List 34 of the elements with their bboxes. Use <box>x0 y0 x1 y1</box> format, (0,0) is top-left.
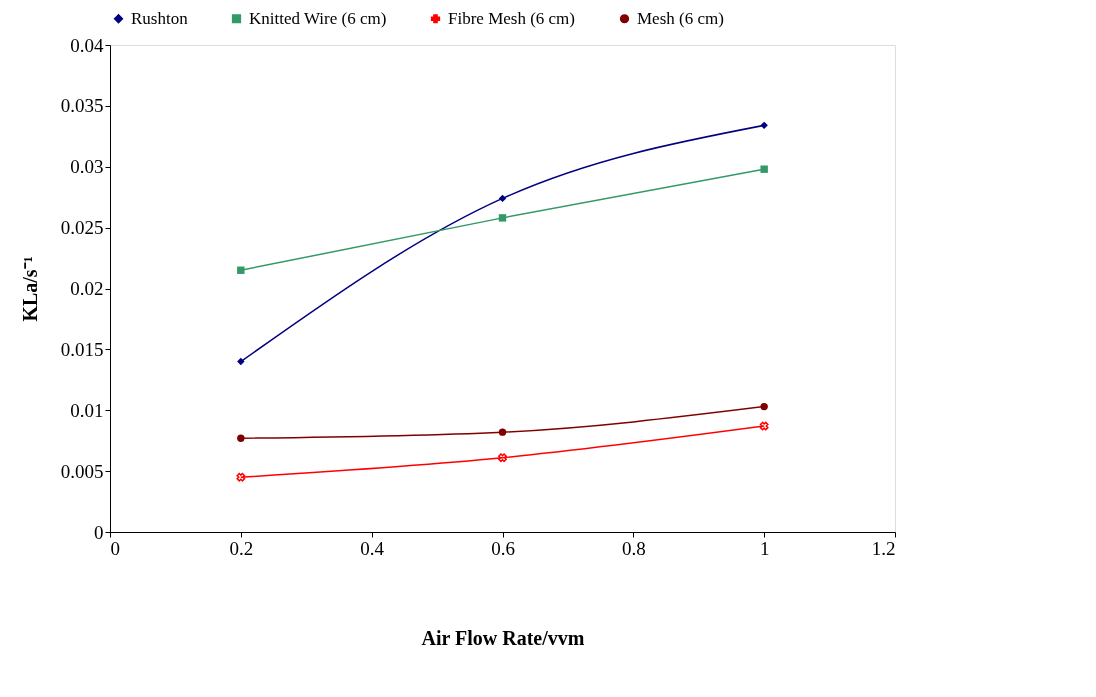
y-tick-label: 0.01 <box>70 399 104 421</box>
point <box>498 194 507 203</box>
x-tick-label: 0.4 <box>360 537 385 559</box>
point <box>760 121 768 130</box>
y-tick-label: 0.04 <box>70 34 104 56</box>
legend-label: Knitted Wire (6 cm) <box>249 8 387 28</box>
y-axis-title: KLa/s⁻¹ <box>18 256 41 322</box>
point <box>236 472 246 482</box>
point <box>760 165 768 173</box>
x-tick-label: 1 <box>759 537 770 559</box>
point <box>498 214 507 222</box>
legend-label: Rushton <box>131 8 189 28</box>
legend-label: Mesh (6 cm) <box>637 8 724 28</box>
y-tick-label: 0.02 <box>70 278 104 299</box>
legend-label: Fibre Mesh (6 cm) <box>448 8 576 28</box>
y-tick-label: 0.03 <box>70 156 104 178</box>
x-tick-label: 0.8 <box>621 537 646 559</box>
point <box>759 421 769 431</box>
point <box>237 434 245 442</box>
point <box>760 402 768 411</box>
x-tick-label: 0 <box>110 537 120 559</box>
x-tick-label: 1.2 <box>871 537 896 559</box>
y-tick-label: 0.015 <box>60 338 104 360</box>
point <box>237 357 245 366</box>
y-tick-label: 0.005 <box>60 460 104 482</box>
point <box>237 266 245 274</box>
point <box>498 453 507 463</box>
x-tick-label: 0.2 <box>229 537 254 559</box>
y-tick-label: 0.035 <box>60 95 104 117</box>
y-tick-label: 0.025 <box>60 217 104 239</box>
x-axis-title: Air Flow Rate/vvm <box>421 626 585 649</box>
point <box>498 428 507 436</box>
x-tick-label: 0.6 <box>491 537 515 559</box>
y-tick-label: 0 <box>94 521 104 543</box>
